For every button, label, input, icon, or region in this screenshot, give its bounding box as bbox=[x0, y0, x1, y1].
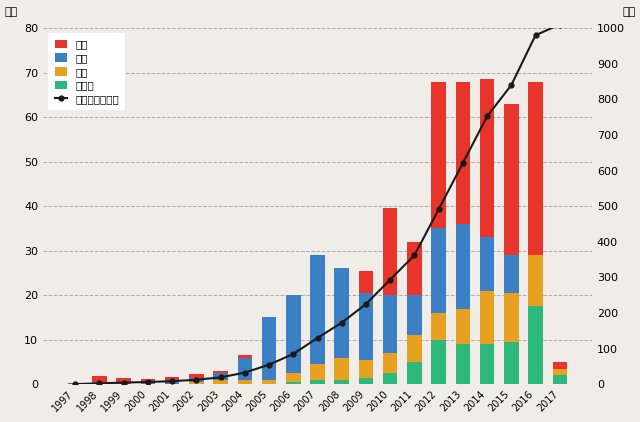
Bar bbox=[310, 335, 324, 384]
Bar bbox=[237, 380, 252, 384]
Bar bbox=[528, 268, 543, 384]
Bar bbox=[528, 306, 543, 384]
Bar bbox=[358, 378, 373, 384]
Bar bbox=[528, 81, 543, 384]
Bar bbox=[407, 362, 422, 384]
Text: 累計: 累計 bbox=[623, 8, 636, 17]
Bar bbox=[310, 380, 324, 384]
グローバル累計 bbox=[72, 381, 79, 387]
Bar bbox=[504, 104, 518, 384]
Bar bbox=[335, 268, 349, 384]
グローバル累計 bbox=[459, 160, 467, 165]
Bar bbox=[358, 271, 373, 384]
Bar bbox=[504, 255, 518, 384]
Bar bbox=[237, 355, 252, 384]
Text: 年別: 年別 bbox=[4, 8, 18, 17]
Bar bbox=[310, 364, 324, 384]
グローバル累計 bbox=[289, 352, 297, 357]
Bar bbox=[310, 255, 324, 384]
グローバル累計 bbox=[556, 22, 564, 27]
グローバル累計 bbox=[508, 83, 515, 88]
Bar bbox=[165, 377, 179, 384]
Line: グローバル累計: グローバル累計 bbox=[73, 22, 562, 387]
グローバル累計 bbox=[95, 381, 103, 386]
Bar bbox=[141, 382, 156, 384]
Bar bbox=[189, 378, 204, 384]
Bar bbox=[528, 255, 543, 384]
Bar bbox=[431, 340, 446, 384]
Bar bbox=[165, 382, 179, 384]
Bar bbox=[456, 308, 470, 384]
Bar bbox=[335, 380, 349, 384]
グローバル累計 bbox=[217, 375, 225, 380]
Bar bbox=[456, 344, 470, 384]
Bar bbox=[286, 373, 301, 384]
Bar bbox=[552, 362, 567, 384]
グローバル累計 bbox=[435, 207, 442, 212]
Bar bbox=[383, 373, 397, 384]
Bar bbox=[480, 79, 494, 384]
Legend: 日本, 北米, 欧州, その他, グローバル累計: 日本, 北米, 欧州, その他, グローバル累計 bbox=[48, 33, 125, 111]
Bar bbox=[213, 380, 228, 384]
Bar bbox=[504, 293, 518, 384]
グローバル累計 bbox=[387, 277, 394, 282]
Bar bbox=[262, 380, 276, 384]
グローバル累計 bbox=[532, 32, 540, 38]
Bar bbox=[552, 375, 567, 384]
Bar bbox=[116, 378, 131, 384]
Bar bbox=[213, 373, 228, 384]
Bar bbox=[116, 382, 131, 384]
グローバル累計 bbox=[362, 302, 370, 307]
Bar bbox=[383, 353, 397, 384]
Bar bbox=[358, 293, 373, 384]
Bar bbox=[335, 357, 349, 384]
Bar bbox=[383, 208, 397, 384]
Bar bbox=[480, 291, 494, 384]
Bar bbox=[480, 344, 494, 384]
グローバル累計 bbox=[483, 114, 491, 119]
Bar bbox=[286, 382, 301, 384]
Bar bbox=[286, 295, 301, 384]
グローバル累計 bbox=[265, 362, 273, 367]
Bar bbox=[92, 382, 107, 384]
Bar bbox=[431, 313, 446, 384]
Bar bbox=[407, 335, 422, 384]
Bar bbox=[358, 360, 373, 384]
Bar bbox=[407, 295, 422, 384]
Bar bbox=[189, 382, 204, 384]
Bar bbox=[92, 376, 107, 384]
グローバル累計 bbox=[411, 253, 419, 258]
グローバル累計 bbox=[193, 377, 200, 382]
Bar bbox=[456, 224, 470, 384]
Bar bbox=[213, 371, 228, 384]
Bar bbox=[552, 375, 567, 384]
Bar bbox=[286, 353, 301, 384]
Bar bbox=[189, 374, 204, 384]
Bar bbox=[480, 237, 494, 384]
グローバル累計 bbox=[314, 335, 321, 341]
Bar bbox=[335, 338, 349, 384]
グローバル累計 bbox=[120, 380, 127, 385]
Bar bbox=[431, 81, 446, 384]
Bar bbox=[431, 228, 446, 384]
グローバル累計 bbox=[338, 320, 346, 325]
グローバル累計 bbox=[241, 370, 249, 375]
Bar bbox=[383, 295, 397, 384]
Bar bbox=[407, 242, 422, 384]
Bar bbox=[262, 356, 276, 384]
Bar bbox=[237, 357, 252, 384]
Bar bbox=[68, 383, 83, 384]
Bar bbox=[456, 81, 470, 384]
Bar bbox=[262, 317, 276, 384]
Bar bbox=[552, 369, 567, 384]
Bar bbox=[504, 342, 518, 384]
グローバル累計 bbox=[144, 379, 152, 384]
グローバル累計 bbox=[168, 379, 176, 384]
Bar bbox=[141, 379, 156, 384]
